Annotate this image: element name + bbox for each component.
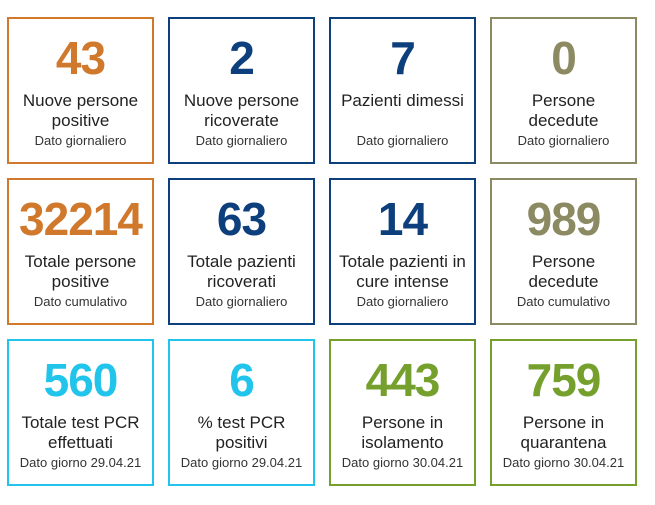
card-label-line2: effettuati <box>48 433 113 452</box>
card-pcr-tests: 560 Totale test PCR effettuati Dato gior… <box>7 339 154 486</box>
card-total-positive: 32214 Totale persone positive Dato cumul… <box>7 178 154 325</box>
card-label-line2: quarantena <box>520 433 607 452</box>
statistics-grid: 43 Nuove persone positive Dato giornalie… <box>7 17 637 486</box>
card-value: 6 <box>229 354 255 406</box>
card-label: Totale pazienti ricoverati <box>172 252 311 292</box>
card-value: 2 <box>229 32 255 84</box>
card-discharged: 7 Pazienti dimessi Dato giornaliero <box>329 17 476 164</box>
card-label-line2: ricoverate <box>204 111 279 130</box>
card-intensive-care: 14 Totale pazienti in cure intense Dato … <box>329 178 476 325</box>
card-new-hospitalized: 2 Nuove persone ricoverate Dato giornali… <box>168 17 315 164</box>
card-label-line2: cure intense <box>356 272 449 291</box>
card-label-line1: Persone <box>531 91 596 110</box>
card-value: 14 <box>377 193 428 245</box>
card-label: Persone decedute <box>494 91 633 131</box>
card-label: Nuove persone ricoverate <box>172 91 311 131</box>
card-label: Persone decedute <box>494 252 633 292</box>
card-label-line1: Pazienti dimessi <box>341 91 464 110</box>
card-subtitle: Dato giorno 29.04.21 <box>180 455 303 470</box>
card-label-line2: ricoverati <box>207 272 276 291</box>
card-label-line1: Totale test PCR <box>21 413 140 432</box>
card-label: Nuove persone positive <box>11 91 150 131</box>
card-value: 7 <box>390 32 416 84</box>
card-new-deceased: 0 Persone decedute Dato giornaliero <box>490 17 637 164</box>
card-label: Pazienti dimessi <box>333 91 472 111</box>
card-label-line2: positive <box>51 272 110 291</box>
card-new-positive: 43 Nuove persone positive Dato giornalie… <box>7 17 154 164</box>
card-value: 63 <box>216 193 267 245</box>
card-pcr-positive-percent: 6 % test PCR positivi Dato giorno 29.04.… <box>168 339 315 486</box>
card-subtitle: Dato cumulativo <box>33 294 128 309</box>
card-value: 43 <box>55 32 106 84</box>
card-label: Persone in quarantena <box>494 413 633 453</box>
card-label-line2: positivi <box>215 433 268 452</box>
card-subtitle: Dato giornaliero <box>195 133 288 148</box>
card-label: % test PCR positivi <box>172 413 311 453</box>
card-label: Totale persone positive <box>11 252 150 292</box>
card-label: Persone in isolamento <box>333 413 472 453</box>
card-value: 32214 <box>19 193 143 245</box>
card-subtitle: Dato giorno 29.04.21 <box>19 455 142 470</box>
card-value: 0 <box>551 32 577 84</box>
card-label-line1: Nuove persone <box>183 91 300 110</box>
card-label-line1: Nuove persone <box>22 91 139 110</box>
card-label: Totale test PCR effettuati <box>11 413 150 453</box>
card-value: 443 <box>365 354 441 406</box>
card-label-line1: Totale persone <box>24 252 137 271</box>
card-label-line2: decedute <box>528 111 599 130</box>
card-label-line2: isolamento <box>361 433 444 452</box>
card-label-line2: decedute <box>528 272 599 291</box>
card-label-line1: Totale pazienti <box>187 252 296 271</box>
card-value: 989 <box>526 193 602 245</box>
card-total-hospitalized: 63 Totale pazienti ricoverati Dato giorn… <box>168 178 315 325</box>
card-label-line1: Persone in <box>361 413 444 432</box>
card-label: Totale pazienti in cure intense <box>333 252 472 292</box>
card-subtitle: Dato cumulativo <box>516 294 611 309</box>
card-isolation: 443 Persone in isolamento Dato giorno 30… <box>329 339 476 486</box>
card-label-line1: Totale pazienti in <box>339 252 466 271</box>
card-subtitle: Dato giorno 30.04.21 <box>502 455 625 470</box>
card-subtitle: Dato giorno 30.04.21 <box>341 455 464 470</box>
card-value: 759 <box>526 354 602 406</box>
card-total-deceased: 989 Persone decedute Dato cumulativo <box>490 178 637 325</box>
card-subtitle: Dato giornaliero <box>356 294 449 309</box>
card-subtitle: Dato giornaliero <box>356 133 449 148</box>
card-label-line1: Persone in <box>522 413 605 432</box>
card-label-line1: Persone <box>531 252 596 271</box>
card-label-line1: % test PCR <box>197 413 286 432</box>
card-quarantine: 759 Persone in quarantena Dato giorno 30… <box>490 339 637 486</box>
card-subtitle: Dato giornaliero <box>34 133 127 148</box>
card-value: 560 <box>43 354 119 406</box>
card-subtitle: Dato giornaliero <box>195 294 288 309</box>
card-subtitle: Dato giornaliero <box>517 133 610 148</box>
card-label-line2: positive <box>51 111 110 130</box>
